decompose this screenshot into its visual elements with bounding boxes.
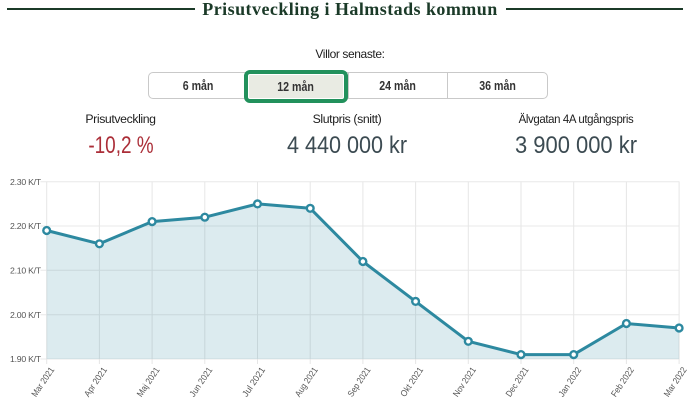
svg-text:Maj 2021: Maj 2021: [135, 365, 162, 398]
svg-text:Jan 2022: Jan 2022: [556, 365, 583, 398]
svg-text:2.00 K/T: 2.00 K/T: [10, 310, 42, 320]
svg-text:Okt 2021: Okt 2021: [398, 365, 425, 398]
svg-text:2.10 K/T: 2.10 K/T: [10, 266, 42, 276]
svg-text:Jul 2021: Jul 2021: [240, 365, 267, 398]
svg-text:Apr 2021: Apr 2021: [82, 365, 109, 398]
svg-text:Mar 2022: Mar 2022: [662, 365, 689, 398]
svg-text:Dec 2021: Dec 2021: [504, 365, 531, 398]
svg-text:2.20 K/T: 2.20 K/T: [10, 221, 42, 231]
svg-text:Feb 2022: Feb 2022: [609, 365, 636, 398]
svg-text:2.30 K/T: 2.30 K/T: [10, 177, 42, 187]
svg-text:Nov 2021: Nov 2021: [451, 365, 478, 398]
svg-text:Mar 2021: Mar 2021: [29, 365, 56, 398]
svg-text:Jun 2021: Jun 2021: [187, 365, 214, 398]
svg-text:Aug 2021: Aug 2021: [293, 365, 320, 398]
svg-text:Sep 2021: Sep 2021: [346, 365, 373, 398]
svg-text:1.90 K/T: 1.90 K/T: [10, 354, 42, 364]
